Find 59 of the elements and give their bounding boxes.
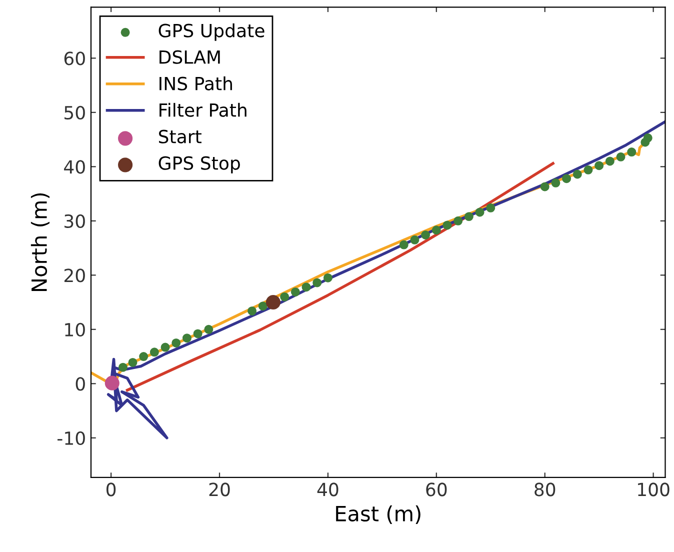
point [454,216,463,226]
y-axis-title: North (m) [30,193,50,292]
legend-label: DSLAM [160,50,220,64]
point [594,161,604,170]
point [584,165,593,174]
legend-label: INS Path [160,76,232,90]
point [290,287,300,296]
point [150,348,159,357]
point [432,226,441,235]
legend-label: GPS Stop [158,156,240,174]
point [442,220,452,230]
point [312,278,322,288]
point [280,292,290,302]
point [486,203,496,212]
x-tick-label: 60 [426,482,447,496]
y-tick-label: 20 [64,268,85,282]
point [399,240,408,250]
y-tick-label: 0 [76,377,85,391]
point [540,182,550,192]
point [266,294,280,310]
y-tick-label: 60 [64,52,85,66]
point [464,212,474,222]
point [139,352,148,362]
point [323,273,332,282]
point [421,230,430,240]
x-tick-label: 100 [638,482,670,496]
point [104,376,120,390]
point [128,358,138,367]
point [172,338,181,348]
point [248,306,257,316]
x-tick-label: 40 [317,482,338,496]
point [258,302,268,311]
y-tick-label: 50 [64,106,85,120]
point [572,170,582,179]
point [160,342,170,352]
point [193,329,202,338]
legend-label: Filter Path [160,102,246,117]
y-tick-label: -10 [58,431,85,445]
point [643,133,652,142]
y-tick-label: 30 [64,214,85,228]
point [562,174,572,184]
x-axis-title: East (m) [336,505,420,524]
x-tick-label: 80 [534,482,556,496]
x-tick-label: 0 [106,482,116,496]
y-tick-label: 40 [64,160,85,174]
y-tick-label: 10 [65,322,85,337]
x-tick-label: 20 [209,482,230,496]
point [605,156,614,166]
point [182,334,192,343]
legend-label: Start [158,130,202,144]
legend-label: GPS Update [158,23,264,41]
point [551,178,560,188]
point [204,324,214,334]
point [627,148,636,157]
point [410,235,420,244]
point [302,282,311,292]
point [616,152,626,162]
point [475,208,484,217]
point [118,362,128,372]
